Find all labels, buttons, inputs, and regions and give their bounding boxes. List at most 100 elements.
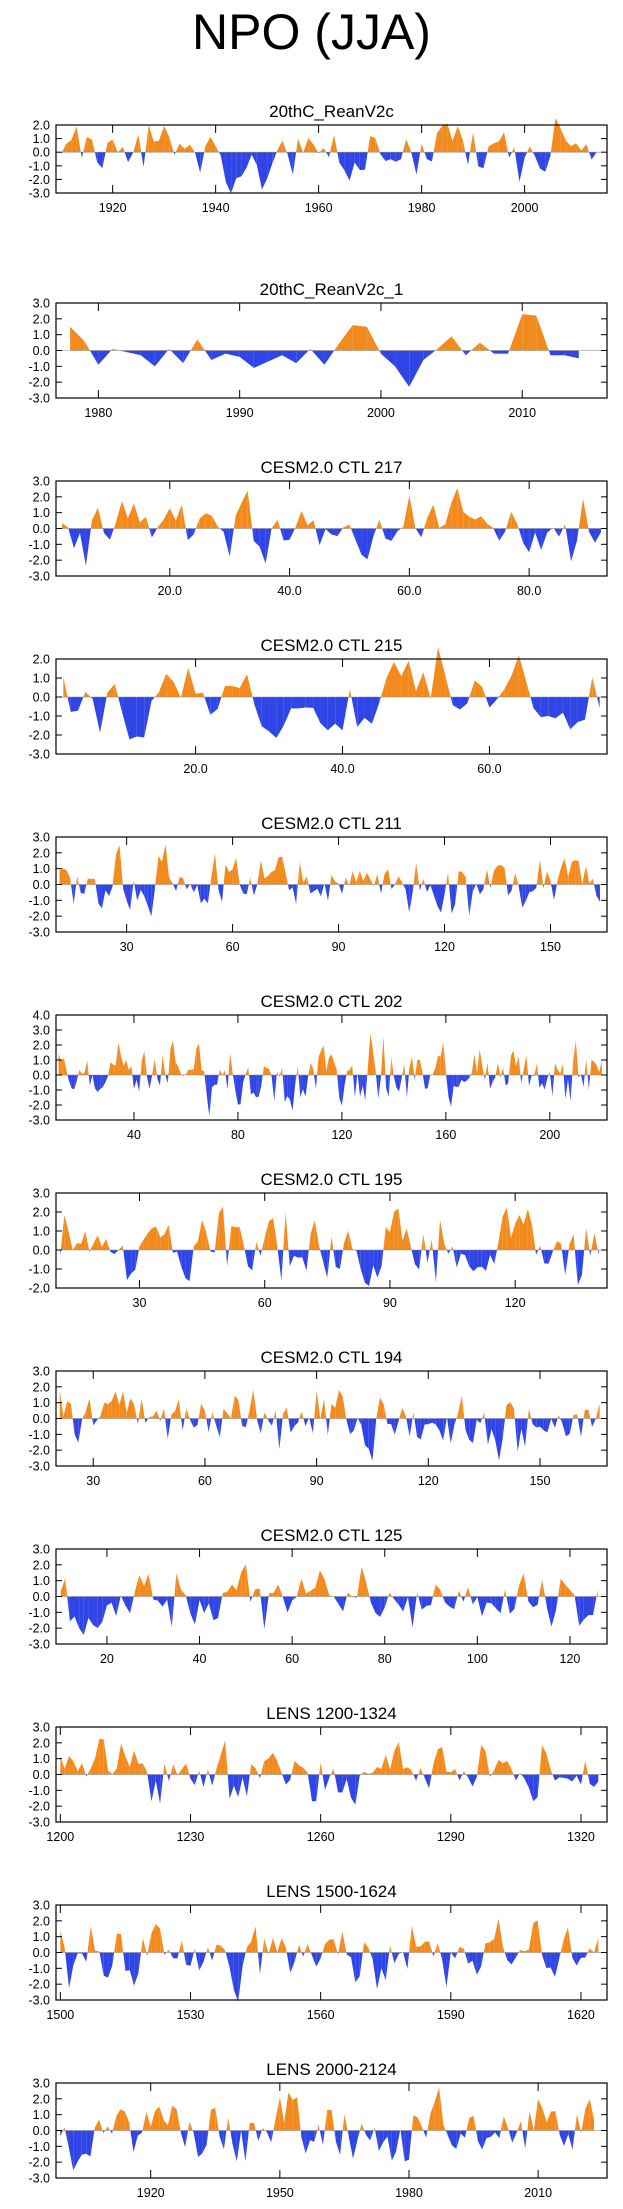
positive-area-segment [248,877,251,885]
positive-area-segment [409,495,416,529]
negative-area-segment [67,697,71,713]
positive-area-segment [155,856,159,885]
negative-area-segment [488,1075,491,1089]
positive-area-segment [176,2109,181,2131]
x-tick-label: 60.0 [477,762,501,776]
positive-area-segment [191,1069,194,1075]
negative-area-segment [563,1774,568,1779]
positive-area-segment [276,1072,279,1075]
positive-area-segment [207,1768,210,1775]
positive-area-segment [589,878,593,885]
positive-area-segment [484,869,487,885]
positive-area-segment [501,865,505,885]
positive-area-segment [581,144,587,153]
positive-area-segment [334,1062,337,1075]
negative-area-segment [216,1418,220,1438]
positive-area-segment [427,2113,431,2131]
positive-area-segment [112,1768,117,1775]
positive-area-segment [121,501,128,529]
positive-area-segment [471,1054,475,1075]
negative-area-segment [95,884,99,904]
positive-area-segment [138,1246,140,1250]
positive-area-segment [204,146,206,153]
negative-area-segment [589,528,596,543]
positive-area-segment [536,315,549,351]
positive-area-segment [316,1390,321,1419]
negative-area-segment [472,1952,477,1975]
negative-area-segment [92,697,101,733]
positive-area-segment [86,878,88,885]
negative-area-segment [274,1075,277,1102]
negative-area-segment [577,1250,582,1286]
positive-area-segment [269,1937,273,1953]
negative-area-segment [456,1250,461,1268]
positive-area-segment [459,1946,464,1953]
positive-area-segment [591,1060,595,1075]
positive-area-segment [398,876,403,885]
positive-area-segment [60,1215,65,1250]
negative-area-segment [481,1596,487,1617]
negative-area-segment [516,2130,518,2133]
positive-area-segment [262,2127,266,2131]
negative-area-segment [393,1075,397,1088]
y-tick-label: 0.0 [33,146,50,160]
negative-area-segment [106,1596,112,1606]
plot-frame [55,1192,608,1289]
negative-area-segment [189,1250,194,1282]
negative-area-segment [348,884,350,886]
negative-area-segment [225,1952,230,1968]
positive-area-segment [330,134,335,153]
positive-area-segment [106,692,108,697]
positive-area-segment [356,870,360,885]
positive-area-segment [577,1414,578,1419]
y-tick-label: -3.0 [28,392,50,406]
positive-area-segment [491,1769,495,1775]
positive-area-segment [394,1741,399,1775]
positive-area-segment [482,686,486,697]
negative-area-segment [353,2130,358,2159]
positive-area-segment [363,872,367,885]
y-tick-label: 3.0 [33,1721,50,1735]
positive-area-segment [128,1066,132,1075]
positive-area-segment [259,1588,261,1597]
positive-area-segment [582,865,586,885]
positive-area-segment [98,1415,101,1419]
positive-area-segment [452,125,458,153]
y-tick-label: 1.0 [33,1752,50,1766]
positive-area-segment [326,1057,329,1075]
positive-area-segment [330,1768,334,1775]
positive-area-segment [321,1045,324,1075]
negative-area-segment [235,1075,238,1105]
positive-area-segment [194,1948,196,1953]
positive-area-segment [520,2121,523,2131]
positive-area-segment [180,1073,183,1075]
positive-area-segment [314,1390,317,1419]
negative-area-segment [524,1774,529,1788]
positive-area-segment [303,876,307,885]
negative-area-segment [391,528,398,541]
negative-area-segment [200,884,205,904]
positive-area-segment [140,1937,143,1953]
negative-area-segment [588,528,590,532]
negative-area-segment [411,1250,415,1265]
chart-title: LENS 2000-2124 [266,2060,396,2079]
negative-area-segment [431,1596,433,1605]
negative-area-segment [381,1952,386,1981]
positive-area-segment [520,1949,525,1953]
negative-area-segment [565,1250,569,1276]
positive-area-segment [385,1754,391,1775]
positive-area-segment [517,2121,521,2131]
negative-area-segment [419,1250,422,1270]
positive-area-segment [424,1941,430,1953]
negative-area-segment [165,1075,168,1084]
positive-area-segment [419,1060,423,1075]
negative-area-segment [155,1774,161,1804]
negative-area-segment [244,1250,249,1267]
negative-area-segment [437,884,441,913]
positive-area-segment [61,143,67,153]
positive-area-segment [322,1944,325,1953]
negative-area-segment [149,1075,153,1089]
negative-area-segment [246,1774,250,1797]
negative-area-segment [92,1075,95,1089]
